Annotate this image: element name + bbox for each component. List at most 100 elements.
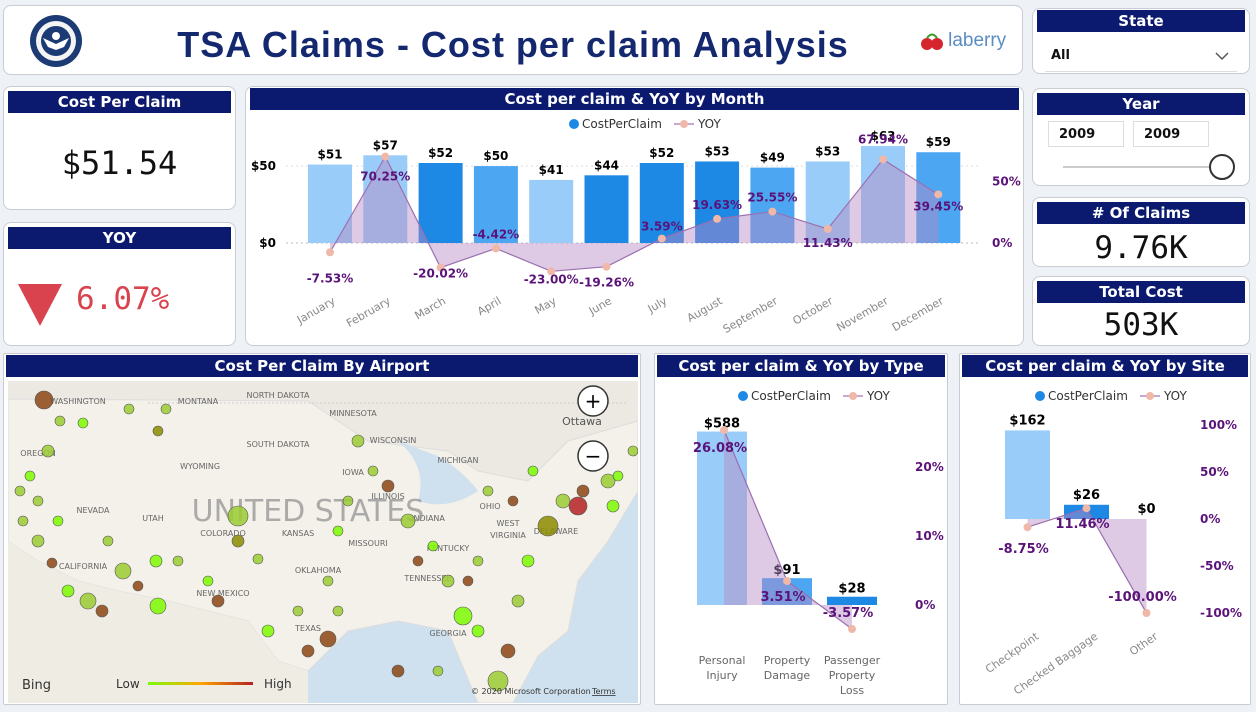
month-bar-label: $57 bbox=[373, 138, 398, 152]
airport-bubble bbox=[46, 557, 58, 569]
airport-bubble bbox=[34, 390, 54, 410]
total-cost-card: Total Cost 503K bbox=[1032, 276, 1250, 346]
claims-value: 9.76K bbox=[1094, 230, 1188, 266]
zoom-out-icon: − bbox=[585, 444, 602, 468]
year-slider-handle[interactable] bbox=[1209, 154, 1235, 180]
month-yoy-point bbox=[491, 244, 500, 253]
year-to-input[interactable]: 2009 bbox=[1133, 121, 1209, 147]
site-yoy-label: -100.00% bbox=[1108, 590, 1177, 605]
site-bar-label: $26 bbox=[1073, 488, 1100, 503]
year-from-input[interactable]: 2009 bbox=[1048, 121, 1124, 147]
year-filter-title: Year bbox=[1037, 93, 1245, 115]
month-yoy-label: 3.59% bbox=[641, 220, 683, 234]
airport-bubble bbox=[606, 499, 620, 513]
airport-bubble bbox=[292, 605, 304, 617]
airport-bubble bbox=[527, 465, 539, 477]
map-card: Cost Per Claim By Airport WASHINGTON MONT… bbox=[3, 353, 641, 705]
yoy-title: YOY bbox=[8, 227, 231, 249]
map-state-label: IOWA bbox=[342, 468, 364, 477]
map-state-label: NEVADA bbox=[77, 506, 110, 515]
site-yoy-point bbox=[1082, 504, 1091, 513]
month-chart: CostPerClaim YOY $50 $0 50% 0% $51 January $57 Fe… bbox=[251, 117, 1021, 336]
map-state-label: OKLAHOMA bbox=[295, 566, 342, 575]
airport-bubble bbox=[114, 562, 132, 580]
site-chart: CostPerClaim YOY 100% 50% 0% -50% -100% $162 Che… bbox=[983, 389, 1242, 697]
type-x-tick: Property bbox=[764, 654, 811, 667]
map-title: Cost Per Claim By Airport bbox=[6, 355, 638, 377]
airport-bubble bbox=[441, 574, 455, 588]
airport-bubble bbox=[152, 425, 164, 437]
airport-bubble bbox=[471, 624, 485, 638]
cost-per-claim-title: Cost Per Claim bbox=[8, 91, 231, 113]
type-chart-title: Cost per claim & YoY by Type bbox=[657, 355, 945, 377]
month-x-tick: May bbox=[532, 294, 559, 317]
airport-bubble bbox=[487, 670, 509, 692]
site-yoy-area bbox=[1027, 508, 1147, 613]
zoom-in-button bbox=[577, 385, 609, 417]
yoy-card: YOY 6.07% bbox=[3, 222, 236, 346]
type-y2-tick: 10% bbox=[915, 529, 944, 543]
airport-bubble bbox=[17, 515, 29, 527]
month-x-tick: January bbox=[294, 294, 338, 327]
map-terms-link: Terms bbox=[591, 687, 616, 696]
month-bar-label: $44 bbox=[594, 158, 619, 172]
site-x-tick: Checkpoint bbox=[983, 629, 1042, 676]
type-y2-tick: 20% bbox=[915, 460, 944, 474]
month-x-tick: July bbox=[645, 294, 670, 316]
airport-bubble bbox=[319, 630, 337, 648]
down-triangle-icon bbox=[18, 284, 62, 326]
month-bar bbox=[639, 163, 684, 243]
month-yoy-label: -7.53% bbox=[307, 271, 354, 285]
month-yoy-point bbox=[934, 190, 943, 199]
state-filter-title: State bbox=[1037, 10, 1245, 32]
airport-bubble bbox=[54, 415, 66, 427]
month-bar-label: $63 bbox=[870, 129, 895, 143]
site-yoy-point bbox=[1142, 609, 1151, 617]
type-legend-bar-label: CostPerClaim bbox=[751, 389, 831, 403]
type-bar bbox=[827, 596, 877, 605]
map-state-label: ILLINOIS bbox=[371, 492, 404, 501]
month-yoy-line bbox=[329, 155, 939, 272]
airport-bubble bbox=[41, 444, 55, 458]
site-bar bbox=[1005, 430, 1050, 519]
state-dropdown[interactable]: All bbox=[1045, 41, 1237, 72]
legend-high-label: High bbox=[264, 677, 292, 691]
month-bar-label: $53 bbox=[705, 144, 730, 158]
month-yoy-label: -19.26% bbox=[579, 276, 634, 290]
type-yoy-point bbox=[783, 577, 791, 585]
month-yoy-area bbox=[330, 156, 939, 272]
map-state-label: GEORGIA bbox=[429, 629, 467, 638]
type-x-tick: Personal bbox=[699, 654, 746, 667]
month-yoy-point bbox=[326, 248, 334, 257]
airport-bubble bbox=[537, 515, 559, 537]
brand-name: laberry bbox=[948, 30, 1007, 51]
airport-bubble bbox=[24, 470, 36, 482]
month-bar bbox=[473, 166, 518, 243]
map-state-label: TENNESSEE bbox=[403, 574, 451, 583]
map-state-label: MICHIGAN bbox=[438, 456, 479, 465]
month-y-tick: $50 bbox=[251, 159, 276, 173]
airport-bubble bbox=[332, 605, 344, 617]
cost-per-claim-value: $51.54 bbox=[61, 144, 178, 182]
map-state-label: OHIO bbox=[480, 502, 501, 511]
map-state-label: CALIFORNIA bbox=[59, 562, 108, 571]
type-x-tick: Passenger bbox=[824, 654, 881, 667]
airport-bubble bbox=[568, 496, 588, 516]
airport-map[interactable]: WASHINGTON MONTANA NORTH DAKOTA MINNESOTA OR… bbox=[8, 381, 638, 703]
airport-bubble bbox=[123, 403, 135, 415]
airport-bubble bbox=[511, 594, 525, 608]
map-copyright: © 2020 Microsoft Corporation bbox=[471, 687, 591, 696]
year-slider-track[interactable] bbox=[1063, 166, 1223, 168]
airport-bubble bbox=[61, 584, 75, 598]
airport-bubble bbox=[555, 493, 571, 509]
type-yoy-label: 3.51% bbox=[760, 590, 805, 605]
airport-bubble bbox=[160, 403, 172, 415]
type-bar bbox=[697, 431, 747, 605]
year-filter-card: Year 2009 2009 bbox=[1032, 88, 1250, 186]
airport-bubble bbox=[211, 594, 225, 608]
total-cost-value: 503K bbox=[1103, 307, 1179, 343]
type-x-tick: Loss bbox=[840, 684, 864, 697]
month-yoy-point bbox=[879, 155, 887, 164]
month-chart-title: Cost per claim & YoY by Month bbox=[250, 88, 1019, 110]
month-yoy-label: -20.02% bbox=[413, 267, 468, 281]
